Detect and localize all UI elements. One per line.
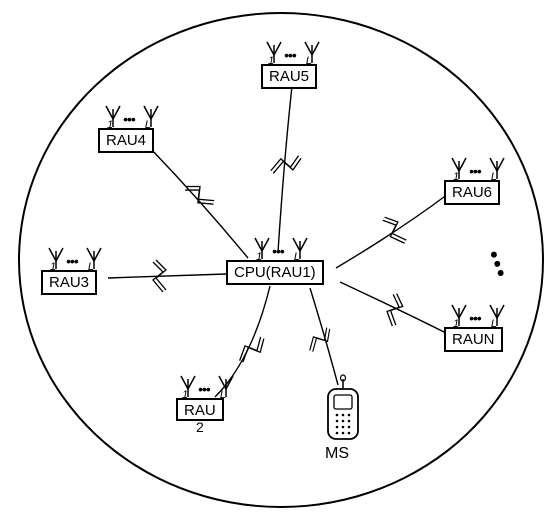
node-rau6: RAU6 <box>444 180 500 205</box>
node-label-rau4: RAU4 <box>98 128 154 153</box>
antenna-dots: ••• <box>469 163 481 179</box>
antenna-index-L: L <box>88 261 94 273</box>
antenna-index-L: L <box>145 119 151 131</box>
antenna-array: 1 ••• L <box>453 165 497 181</box>
antenna-dots: ••• <box>272 243 284 259</box>
node-rau2: RAU 2 <box>176 398 224 435</box>
antenna-array: 1 ••• L <box>107 113 151 129</box>
node-label-rau2: RAU <box>176 398 224 421</box>
node-rau5: RAU5 <box>261 64 317 89</box>
antenna-dots: ••• <box>284 47 296 63</box>
node-label-rau6: RAU6 <box>444 180 500 205</box>
node-sublabel-rau2: 2 <box>176 419 224 435</box>
antenna-array: 1 ••• L <box>256 245 300 261</box>
node-label-rau3: RAU3 <box>41 270 97 295</box>
antenna-index-1: 1 <box>453 171 459 183</box>
antenna-dots: ••• <box>123 111 135 127</box>
diagram-canvas: CPU(RAU1) RAU 2 RAU3 RAU4 RAU5 RAU6 RAUN… <box>0 0 558 517</box>
ms-group: MS <box>325 443 349 463</box>
node-rau3: RAU3 <box>41 270 97 295</box>
antenna-dots: ••• <box>469 310 481 326</box>
node-label-raun: RAUN <box>444 327 503 352</box>
antenna-index-L: L <box>491 318 497 330</box>
node-rau4: RAU4 <box>98 128 154 153</box>
node-label-rau5: RAU5 <box>261 64 317 89</box>
antenna-index-1: 1 <box>182 389 188 401</box>
antenna-array: 1 ••• L <box>268 49 312 65</box>
antenna-index-L: L <box>294 251 300 263</box>
ms-label: MS <box>325 445 349 463</box>
antenna-dots: ••• <box>66 253 78 269</box>
antenna-array: 1 ••• L <box>50 255 94 271</box>
antenna-index-L: L <box>491 171 497 183</box>
antenna-index-1: 1 <box>107 119 113 131</box>
antenna-index-1: 1 <box>453 318 459 330</box>
antenna-index-L: L <box>220 389 226 401</box>
node-cpu-rau1: CPU(RAU1) <box>226 260 324 285</box>
antenna-index-L: L <box>306 55 312 67</box>
antenna-index-1: 1 <box>268 55 274 67</box>
antenna-index-1: 1 <box>256 251 262 263</box>
antenna-dots: ••• <box>198 381 210 397</box>
antenna-array: 1 ••• L <box>453 312 497 328</box>
node-label-cpu: CPU(RAU1) <box>226 260 324 285</box>
antenna-index-1: 1 <box>50 261 56 273</box>
node-raun: RAUN <box>444 327 503 352</box>
antenna-array: 1 ••• L <box>182 383 226 399</box>
